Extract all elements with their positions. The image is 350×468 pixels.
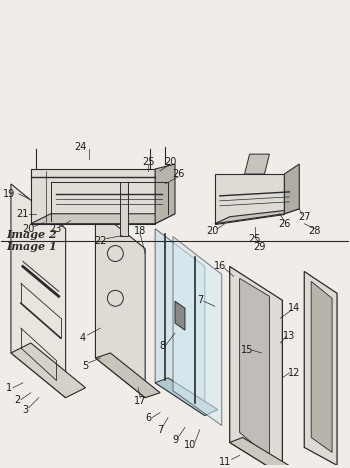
Text: 19: 19 <box>3 189 15 199</box>
Text: 2: 2 <box>14 395 20 405</box>
Polygon shape <box>173 237 222 425</box>
Text: 17: 17 <box>134 395 146 406</box>
Text: 1: 1 <box>6 383 12 393</box>
Text: 15: 15 <box>241 345 254 355</box>
Text: 8: 8 <box>159 341 165 351</box>
Text: 18: 18 <box>134 226 146 236</box>
Text: 21: 21 <box>17 209 29 219</box>
Text: 16: 16 <box>214 262 226 271</box>
Text: 22: 22 <box>94 235 107 246</box>
Polygon shape <box>175 301 185 330</box>
Text: 7: 7 <box>157 424 163 434</box>
Polygon shape <box>215 174 284 224</box>
Text: 11: 11 <box>219 457 231 468</box>
Polygon shape <box>155 229 205 416</box>
Polygon shape <box>31 214 175 224</box>
Text: 26: 26 <box>172 169 184 179</box>
Text: 25: 25 <box>248 234 261 244</box>
Polygon shape <box>215 209 299 224</box>
Text: 29: 29 <box>253 241 266 252</box>
Text: Image 2: Image 2 <box>6 229 57 240</box>
Polygon shape <box>155 378 218 416</box>
Text: 12: 12 <box>288 368 301 378</box>
Polygon shape <box>120 182 128 235</box>
Text: 20: 20 <box>164 157 176 167</box>
Polygon shape <box>96 209 145 398</box>
Text: 4: 4 <box>79 333 86 343</box>
Text: 14: 14 <box>288 303 300 313</box>
Polygon shape <box>96 353 160 398</box>
Text: 25: 25 <box>142 157 154 167</box>
Text: Image 1: Image 1 <box>6 241 57 252</box>
Polygon shape <box>240 278 270 457</box>
Text: 27: 27 <box>298 212 310 222</box>
Text: 23: 23 <box>49 224 62 234</box>
Text: 20: 20 <box>206 226 219 236</box>
Text: 5: 5 <box>82 361 89 371</box>
Text: 7: 7 <box>197 295 203 305</box>
Polygon shape <box>304 271 337 465</box>
Polygon shape <box>11 184 66 398</box>
Polygon shape <box>311 281 332 453</box>
Text: 9: 9 <box>172 435 178 446</box>
Text: 3: 3 <box>23 405 29 415</box>
Text: 20: 20 <box>23 224 35 234</box>
Text: 13: 13 <box>283 331 295 341</box>
Polygon shape <box>11 343 85 398</box>
Polygon shape <box>230 438 295 468</box>
Polygon shape <box>284 164 299 214</box>
Polygon shape <box>155 164 175 224</box>
Text: 26: 26 <box>278 219 290 229</box>
Text: 28: 28 <box>308 226 320 236</box>
Polygon shape <box>230 266 282 468</box>
Text: 6: 6 <box>145 413 151 423</box>
Polygon shape <box>31 169 155 224</box>
Polygon shape <box>245 154 270 174</box>
Text: 10: 10 <box>184 440 196 450</box>
Text: 24: 24 <box>74 142 87 152</box>
